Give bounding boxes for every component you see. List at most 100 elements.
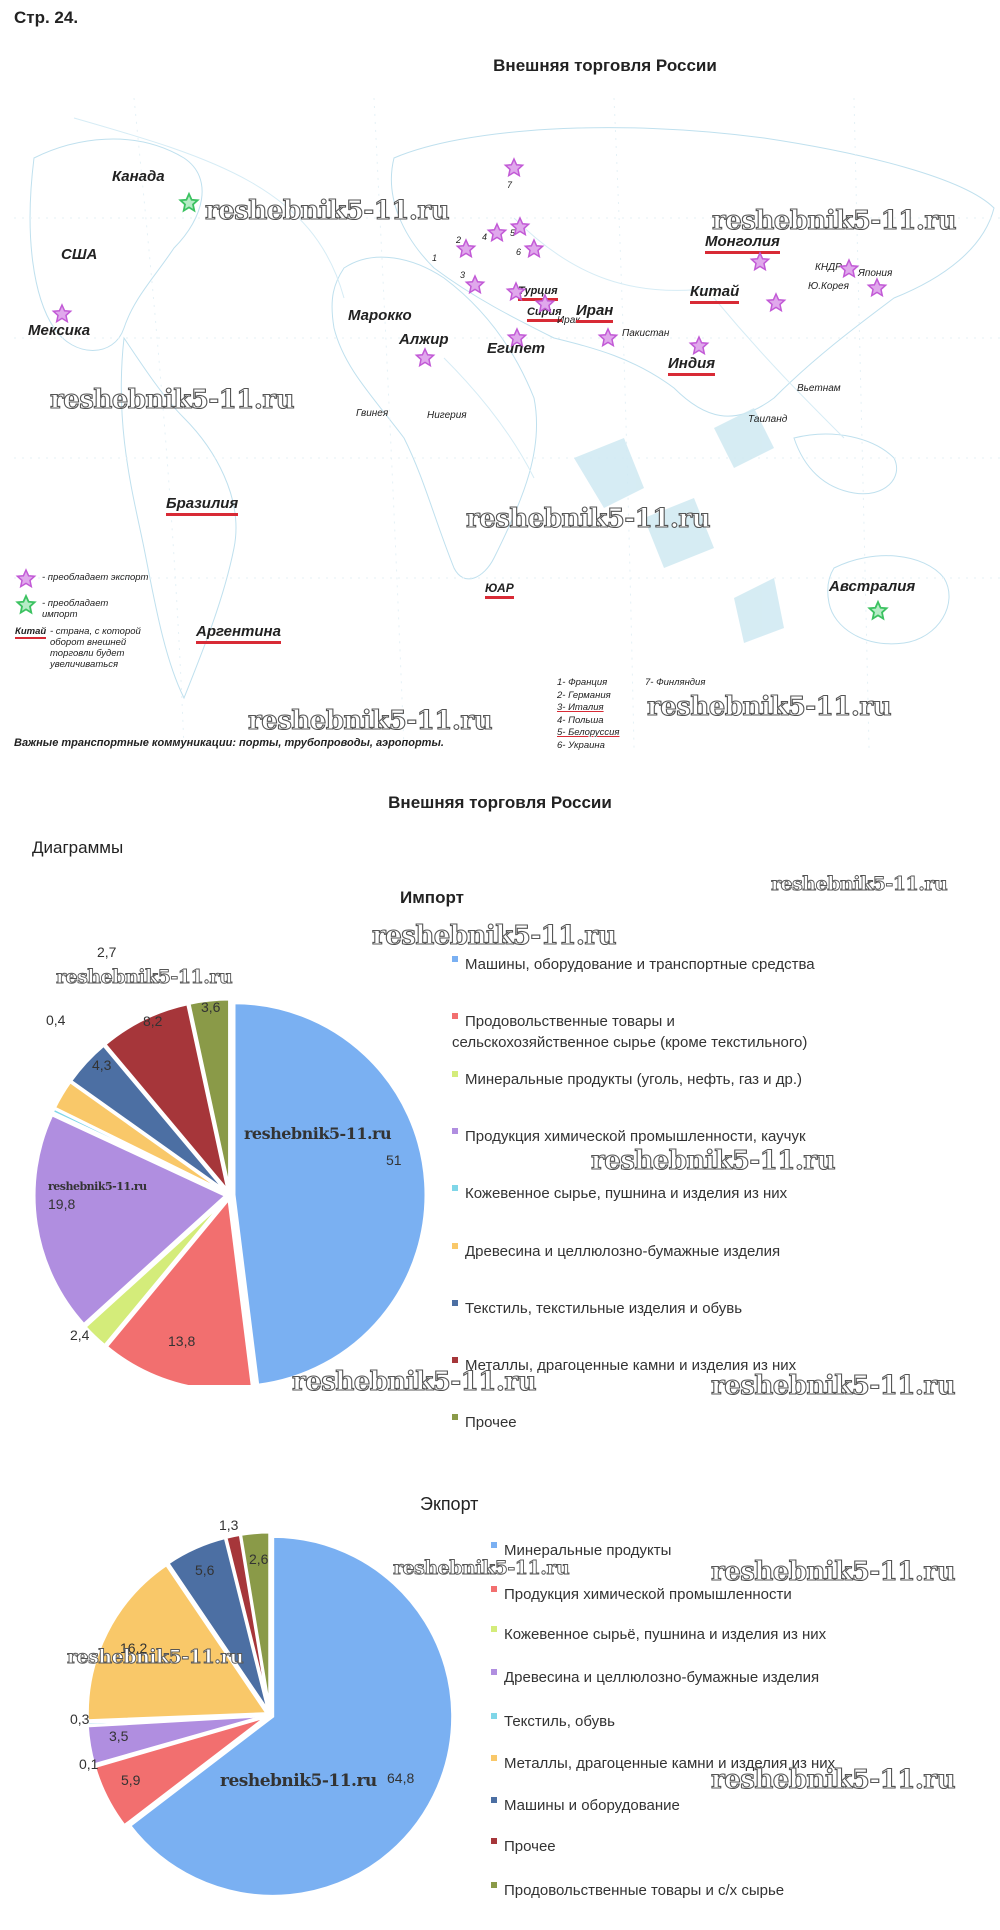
legend-label: Машины, оборудование и транспортные сред… (465, 956, 815, 973)
watermark: reshebnik5-11.ru (244, 1124, 392, 1143)
watermark: reshebnik5-11.ru (247, 705, 493, 736)
data-label: 64,8 (387, 1770, 415, 1786)
key-item: 7- Финляндия (645, 677, 706, 688)
pie-slice (32, 1112, 229, 1327)
data-label: 5,9 (121, 1772, 141, 1788)
data-label: 2,4 (70, 1327, 90, 1343)
data-label: 0,3 (70, 1711, 90, 1727)
pie-slice (187, 997, 232, 1192)
legend-item: Кожевенное сырье, пушнина и изделия из н… (452, 1183, 832, 1204)
legend-swatch (452, 1300, 458, 1307)
legend-swatch (491, 1542, 497, 1549)
legend-label: Текстиль, обувь (504, 1713, 615, 1730)
watermark: reshebnik5-11.ru (646, 691, 892, 722)
legend-swatch (452, 1013, 458, 1020)
data-label: 8,2 (143, 1013, 163, 1029)
map-number: 5 (510, 228, 516, 238)
transport-note: Важные транспортные коммуникации: порты,… (14, 737, 444, 749)
label-usa: США (61, 246, 98, 263)
label-australia: Австралия (829, 578, 916, 595)
watermark: reshebnik5-11.ru (710, 1764, 956, 1795)
legend-label: Древесина и целлюлозно-бумажные изделия (504, 1669, 820, 1686)
label-syria: Сирия (527, 306, 562, 322)
legend-item: Машины и оборудование (491, 1795, 871, 1816)
data-label: 2,7 (97, 944, 117, 960)
export-chart-title: Экпорт (420, 1494, 479, 1514)
label-india: Индия (668, 355, 716, 376)
label-canada: Канада (112, 168, 165, 185)
data-label: 1,3 (219, 1517, 239, 1533)
legend-label: Прочее (465, 1414, 517, 1431)
legend-swatch (491, 1586, 497, 1593)
import-pie-chart (32, 997, 428, 1385)
watermark: reshebnik5-11.ru (465, 503, 711, 534)
country-key-list: 1- Франция 2- Германия 3- Италия 4- Поль… (557, 677, 619, 752)
legend-swatch (491, 1755, 497, 1762)
legend-export: - преобладает экспорт (42, 572, 149, 583)
label-sar: ЮАР (485, 581, 514, 599)
data-label: 13,8 (168, 1333, 196, 1349)
label-brazil: Бразилия (166, 495, 239, 516)
data-label: 0,4 (46, 1012, 66, 1028)
legend-swatch (452, 1185, 458, 1192)
map-number: 6 (516, 247, 522, 257)
legend-label: Древесина и целлюлозно-бумажные изделия (465, 1243, 781, 1260)
map-number: 7 (507, 180, 513, 190)
key-item: 5- Белоруссия (557, 727, 620, 738)
map-number: 4 (482, 232, 488, 242)
data-label: 0,1 (79, 1756, 99, 1772)
data-label: 5,6 (195, 1562, 215, 1578)
label-iraq: Ирак (557, 315, 580, 326)
legend-label: Минеральные продукты (504, 1542, 672, 1559)
label-guinea: Гвинея (356, 408, 389, 419)
map-number: 1 (432, 253, 438, 263)
watermark: reshebnik5-11.ru (220, 1771, 377, 1791)
watermark: reshebnik5-11.ru (371, 920, 617, 951)
legend-swatch (491, 1626, 497, 1633)
label-egypt: Египет (487, 340, 546, 357)
pie-slice (85, 1562, 271, 1723)
label-nigeria: Нигерия (427, 410, 467, 421)
import-chart-title: Импорт (400, 888, 464, 907)
label-thailand: Таиланд (748, 414, 788, 425)
watermark: reshebnik5-11.ru (771, 873, 949, 896)
legend-example-word: Китай (15, 626, 47, 639)
legend-label: Прочее (504, 1838, 556, 1855)
legend-item: Продукция химической промышленности (491, 1584, 871, 1605)
watermark: reshebnik5-11.ru (67, 1646, 245, 1669)
data-label: 4,3 (92, 1057, 112, 1073)
watermark: reshebnik5-11.ru (291, 1366, 537, 1397)
watermark: reshebnik5-11.ru (590, 1145, 836, 1176)
legend-item: Прочее (491, 1836, 871, 1857)
label-turkey: Турция (518, 285, 558, 301)
legend-import: - преобладает импорт (42, 598, 109, 620)
map-number: 2 (456, 235, 462, 245)
label-mongolia: Монголия (705, 233, 780, 254)
label-mexico: Мексика (28, 322, 91, 339)
page-label: Стр. 24. (14, 8, 79, 27)
legend-swatch (491, 1797, 497, 1804)
label-vietnam: Вьетнам (797, 383, 841, 394)
label-iran: Иран (576, 302, 614, 323)
data-label: 3,6 (201, 999, 221, 1015)
legend-swatch (452, 1357, 458, 1364)
pie-slice (238, 1530, 272, 1713)
pie-slice (82, 1196, 229, 1348)
legend-item: Продовольственные товары и с/х сырье (491, 1880, 871, 1901)
watermark: reshebnik5-11.ru (48, 1180, 147, 1193)
legend-item: Кожевенное сырьё, пушнина и изделия из н… (491, 1624, 871, 1645)
watermark: reshebnik5-11.ru (393, 1557, 571, 1580)
label-japan: Япония (858, 268, 893, 279)
legend-label: Продовольственные товары и с/х сырье (504, 1882, 785, 1899)
legend-swatch (452, 1128, 458, 1135)
watermark: reshebnik5-11.ru (49, 384, 295, 415)
legend-label: Продовольственные товары и сельскохозяйс… (452, 1013, 808, 1051)
legend-swatch (452, 956, 458, 963)
legend-swatch (452, 1414, 458, 1421)
data-label: 51 (386, 1152, 402, 1168)
export-pie-chart (85, 1530, 455, 1898)
map-title: Внешняя торговля России (493, 56, 717, 75)
legend-item: Минеральные продукты (491, 1540, 871, 1561)
world-map (14, 98, 1000, 748)
map-ocean-shading (574, 408, 784, 643)
